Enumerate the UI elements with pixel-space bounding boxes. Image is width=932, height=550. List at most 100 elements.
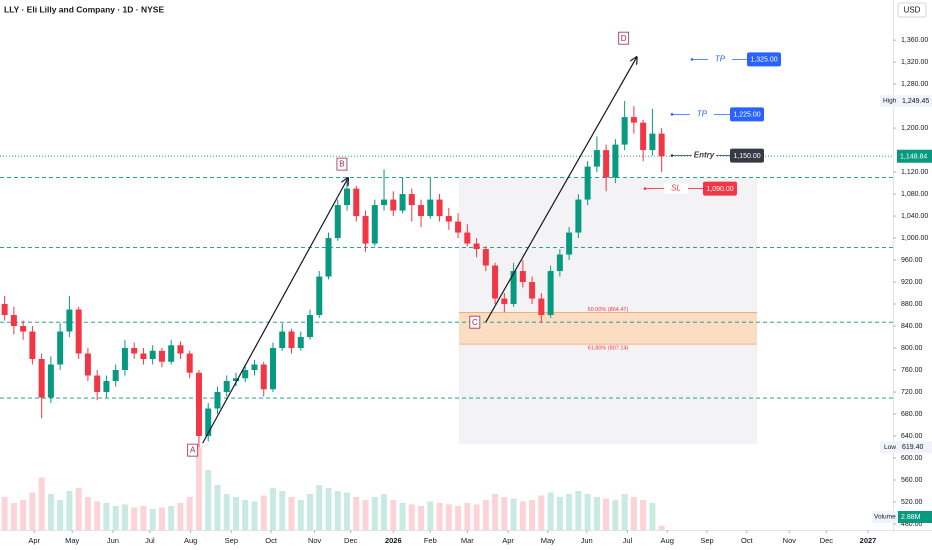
volume-bar [103,503,110,530]
high-tag [880,94,932,107]
volume-bar [408,504,415,530]
candle-body [529,282,536,299]
volume-bar [353,497,360,530]
candle-body [371,205,378,244]
volume-bar [186,497,193,530]
candle-body [353,188,360,217]
x-tick-label: Dec [344,536,358,545]
trade-level-value: 1,325.00 [750,57,777,64]
volume-bar [621,494,628,530]
volume-bar [390,500,397,530]
volume-tag [898,511,932,523]
x-tick-label: Jul [623,536,633,545]
last-price-label: 1,148.84 [900,154,927,161]
volume-bar [232,497,239,530]
candle-body [149,350,156,360]
candle-body [131,348,138,354]
candle-body [94,375,101,393]
y-tick-label: 1,280.00 [901,81,928,88]
candle-body [408,194,415,206]
y-tick-label: 840.00 [901,323,923,330]
candle-body [279,331,286,349]
x-tick-label: Oct [741,536,754,545]
candle-body [195,372,202,436]
volume-bar [1,497,8,530]
candle-body [344,188,351,206]
volume-bar [381,494,388,530]
volume-bar [362,500,369,530]
volume-bar [612,500,619,530]
candle-body [205,408,212,436]
volume-bar [538,495,545,530]
candle-body [214,392,221,409]
volume-bar [334,491,341,530]
candle-body [269,348,276,390]
plot-area: 50.00% (864.47) 61.80% (807.14) A B C D TP 1,32… [0,31,893,530]
y-tick-label: 640.00 [901,433,923,440]
volume-bar [556,497,563,530]
volume-bar [214,485,221,530]
x-tick-label: May [65,536,79,545]
volume-bar [566,494,573,530]
candle-body [75,309,82,354]
trade-level-text-bg [664,183,688,194]
candle-body [223,381,230,393]
volume-bar [630,497,637,530]
fib-zone [458,312,757,345]
low-tag-name: Low [884,444,896,451]
volume-bar [242,500,249,530]
candle-body [510,271,517,305]
volume-bar [519,501,526,530]
x-tick-label: Apr [28,536,40,545]
candle-body [140,353,147,360]
trade-level-text-bg [708,54,732,65]
candle-body [158,350,165,362]
volume-bar [547,492,554,530]
trade-level-name: Entry [694,151,715,160]
candle-body [464,232,471,244]
volume-bar [473,504,480,530]
volume-bar [29,492,36,530]
volume-bar [427,501,434,530]
x-tick-label: Sep [700,536,713,545]
candle-body [177,345,184,354]
volume-bar [149,509,156,530]
fib-label: 50.00% (864.47) [588,307,629,313]
volume-bar [529,500,536,530]
y-tick-label: 720.00 [901,389,923,396]
y-tick-label: 800.00 [901,345,923,352]
volume-bar [640,500,647,530]
candle-body [455,221,462,233]
volume-bar [38,477,45,530]
candle-body [121,348,128,371]
candle-body [66,309,73,332]
candle-body [186,353,193,373]
candle-body [501,298,508,305]
volume-bar [510,498,517,530]
trade-level-name: SL [671,184,681,193]
candle-body [84,353,91,376]
volume-bar [584,494,591,530]
y-tick-label: 1,360.00 [901,37,928,44]
wave-arrow [202,178,348,444]
candle-body [103,381,110,393]
volume-bar [195,447,202,530]
wave-label: B [339,160,344,169]
x-tick-label: Sep [225,536,238,545]
volume-bar [66,491,73,530]
wave-label-box [618,31,630,45]
volume-bar [20,500,27,530]
candle-body [473,243,480,250]
y-tick-label: 560.00 [901,477,923,484]
candle-body [316,276,323,316]
candle-body [649,133,656,151]
volume-bar [131,507,138,530]
wave-arrow [485,57,637,323]
y-tick-label: 1,120.00 [901,169,928,176]
volume-bar [57,500,64,530]
currency-box[interactable] [897,2,927,18]
low-tag-value: 619.40 [902,444,924,451]
volume-tag-name-box [872,511,898,523]
volume-bar [94,501,101,530]
